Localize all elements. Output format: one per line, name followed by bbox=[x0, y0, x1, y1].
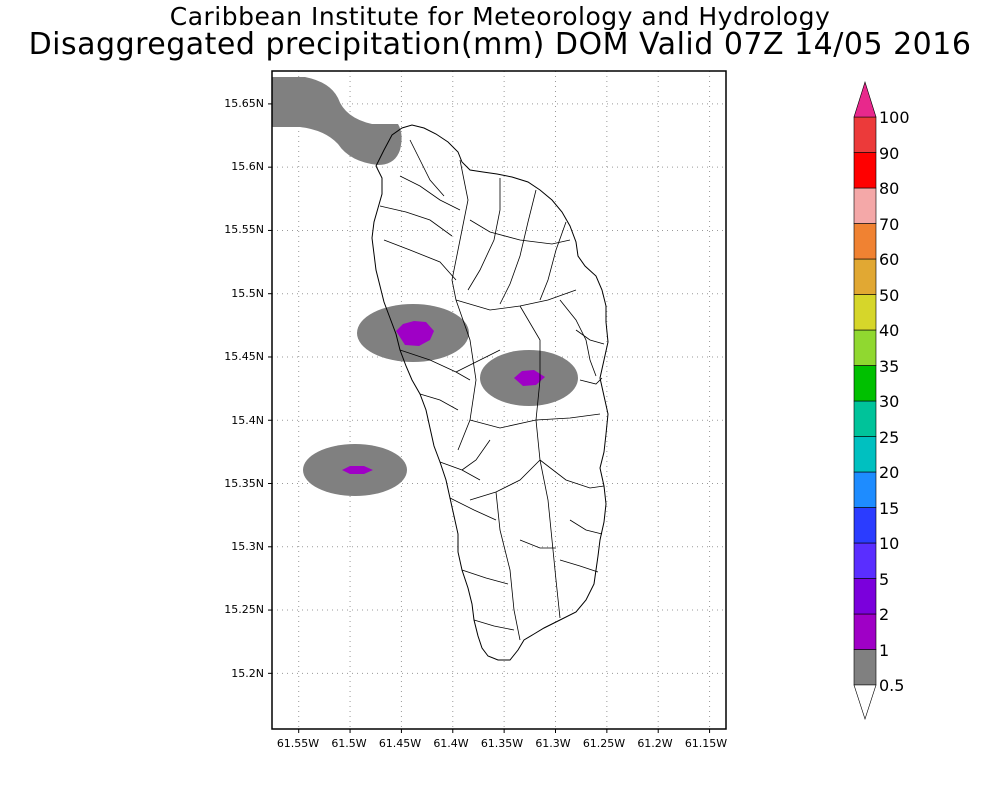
colorbar-label: 20 bbox=[879, 463, 899, 482]
colorbar-label: 15 bbox=[879, 499, 899, 518]
colorbar-label: 60 bbox=[879, 250, 899, 269]
island-watersheds bbox=[379, 139, 605, 641]
lat-tick-label: 15.2N bbox=[231, 667, 264, 680]
colorbar-label: 90 bbox=[879, 144, 899, 163]
colorbar-segment bbox=[853, 187, 877, 224]
lat-tick-label: 15.35N bbox=[224, 477, 264, 490]
lat-tick-label: 15.3N bbox=[231, 540, 264, 553]
colorbar-segment bbox=[853, 329, 877, 366]
colorbar-label: 0.5 bbox=[879, 676, 904, 695]
colorbar-labels: 0.5 1 2 5 10 15 20 25 30 35 40 50 60 70 … bbox=[879, 108, 910, 695]
precip-core-east-central bbox=[514, 370, 545, 386]
lat-tick-label: 15.45N bbox=[224, 350, 264, 363]
colorbar-label: 10 bbox=[879, 534, 899, 553]
longitude-tick-labels: 61.55W 61.5W 61.45W 61.4W 61.35W 61.3W 6… bbox=[277, 737, 727, 750]
precip-core-offshore-west bbox=[342, 466, 373, 474]
colorbar-under-arrow bbox=[853, 684, 877, 720]
colorbar-label: 35 bbox=[879, 357, 899, 376]
colorbar-segment bbox=[853, 365, 877, 402]
precip-colorbar bbox=[853, 80, 877, 720]
colorbar-segment bbox=[853, 649, 877, 686]
colorbar-segment bbox=[853, 613, 877, 650]
latitude-tick-labels: 15.65N 15.6N 15.55N 15.5N 15.45N 15.4N 1… bbox=[224, 97, 264, 680]
lon-tick-label: 61.25W bbox=[583, 737, 625, 750]
lat-tick-label: 15.5N bbox=[231, 287, 264, 300]
lon-tick-label: 61.55W bbox=[277, 737, 319, 750]
lon-tick-label: 61.35W bbox=[481, 737, 523, 750]
precipitation-layer bbox=[272, 77, 578, 496]
lon-tick-label: 61.3W bbox=[535, 737, 570, 750]
lat-tick-label: 15.55N bbox=[224, 223, 264, 236]
island-dominica bbox=[371, 124, 609, 661]
colorbar-label: 100 bbox=[879, 108, 910, 127]
lat-tick-label: 15.4N bbox=[231, 414, 264, 427]
colorbar-label: 25 bbox=[879, 428, 899, 447]
colorbar-label: 5 bbox=[879, 570, 889, 589]
colorbar-segment bbox=[853, 400, 877, 437]
title-institute: Caribbean Institute for Meteorology and … bbox=[169, 2, 831, 31]
colorbar-label: 50 bbox=[879, 286, 899, 305]
lon-tick-label: 61.4W bbox=[433, 737, 468, 750]
colorbar-segment bbox=[853, 294, 877, 331]
colorbar-segment bbox=[853, 223, 877, 260]
lat-tick-label: 15.25N bbox=[224, 603, 264, 616]
lon-tick-label: 61.45W bbox=[379, 737, 421, 750]
colorbar-segment bbox=[853, 436, 877, 473]
precip-core-west-central bbox=[396, 321, 434, 346]
title-product: Disaggregated precipitation(mm) DOM Vali… bbox=[28, 27, 972, 62]
colorbar-segment bbox=[853, 578, 877, 615]
colorbar-label: 30 bbox=[879, 392, 899, 411]
map-frame bbox=[271, 70, 727, 730]
colorbar-segment bbox=[853, 542, 877, 579]
precip-area-northwest-band bbox=[272, 77, 402, 165]
colorbar-segment bbox=[853, 258, 877, 295]
colorbar-segment bbox=[853, 152, 877, 189]
lon-tick-label: 61.15W bbox=[685, 737, 727, 750]
colorbar-over-arrow bbox=[853, 80, 877, 118]
colorbar-label: 1 bbox=[879, 641, 889, 660]
colorbar-label: 70 bbox=[879, 215, 899, 234]
colorbar-segment bbox=[853, 471, 877, 508]
colorbar-label: 2 bbox=[879, 605, 889, 624]
colorbar-label: 80 bbox=[879, 179, 899, 198]
colorbar-segment bbox=[853, 507, 877, 544]
island-coastline bbox=[371, 124, 609, 661]
lat-tick-label: 15.65N bbox=[224, 97, 264, 110]
colorbar-segment bbox=[853, 116, 877, 153]
lon-tick-label: 61.2W bbox=[637, 737, 672, 750]
lat-tick-label: 15.6N bbox=[231, 160, 264, 173]
lat-lon-grid bbox=[268, 71, 726, 733]
colorbar-label: 40 bbox=[879, 321, 899, 340]
lon-tick-label: 61.5W bbox=[331, 737, 366, 750]
